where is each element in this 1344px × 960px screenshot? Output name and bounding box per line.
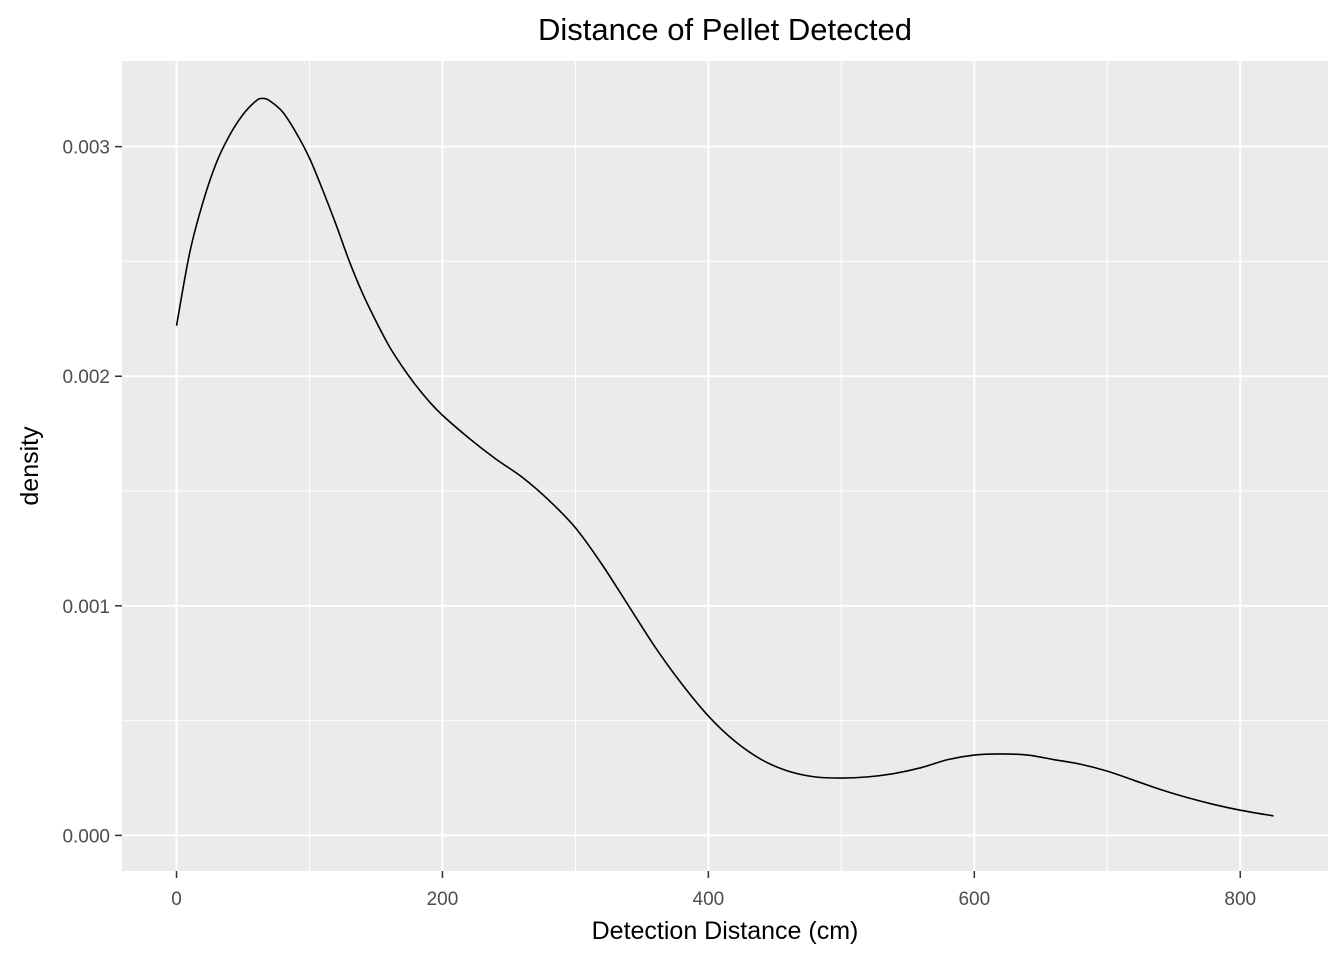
x-tick-label: 800 [1224,889,1256,910]
chart-title: Distance of Pellet Detected [538,12,912,47]
y-tick-label: 0.000 [62,826,110,847]
major-gridlines [122,61,1328,871]
y-axis-title: density [16,426,44,506]
x-axis-title: Detection Distance (cm) [592,917,859,945]
y-tick-label: 0.002 [62,367,110,388]
y-tick-label: 0.001 [62,597,110,618]
y-tick-label: 0.003 [62,138,110,159]
x-tick-label: 400 [693,889,725,910]
x-tick-label: 200 [427,889,459,910]
x-axis: 0 200 400 600 800 [171,871,1256,910]
minor-gridlines [122,61,1328,871]
density-curve [175,97,1274,817]
y-axis: 0.000 0.001 0.002 0.003 [62,138,122,847]
x-tick-label: 600 [958,889,990,910]
plot-panel [122,61,1328,871]
x-tick-label: 0 [171,889,182,910]
